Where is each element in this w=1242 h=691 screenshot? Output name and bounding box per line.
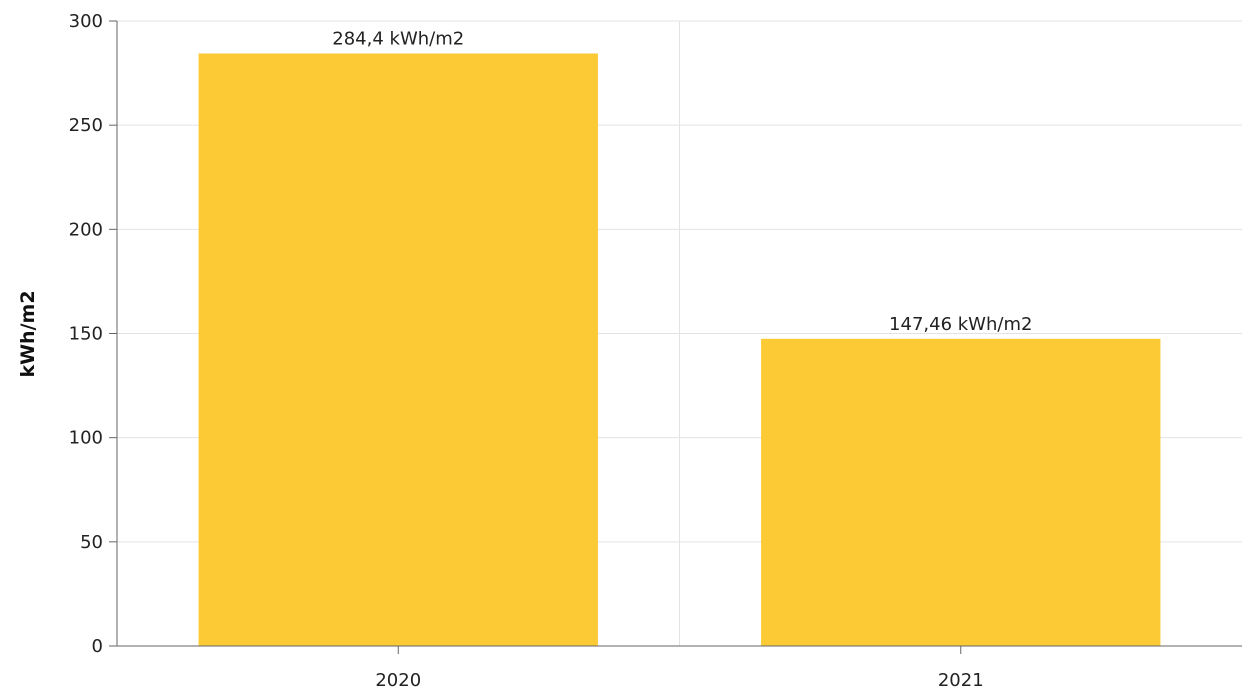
y-tick-label: 250 <box>69 115 103 136</box>
y-tick-label: 0 <box>92 636 103 657</box>
y-tick-label: 50 <box>80 532 103 553</box>
y-tick-label: 300 <box>69 11 103 32</box>
bar-2020 <box>198 53 598 646</box>
label-layer: 0 50 100 150 200 250 300 284,4 kWh/m2 2020 147,46… <box>69 11 1033 691</box>
data-label-2021: 147,46 kWh/m2 <box>889 314 1032 335</box>
y-tick-label: 150 <box>69 324 103 345</box>
axis-layer <box>109 20 1242 654</box>
y-tick-label: 200 <box>69 219 103 240</box>
bar-2021 <box>761 338 1161 646</box>
bar-layer <box>198 53 1161 646</box>
data-label-2020: 284,4 kWh/m2 <box>332 29 464 50</box>
x-tick-label-2021: 2021 <box>938 670 984 691</box>
x-tick-label-2020: 2020 <box>375 670 421 691</box>
y-tick-label: 100 <box>69 428 103 449</box>
y-axis-title: kWh/m2 <box>17 290 39 377</box>
